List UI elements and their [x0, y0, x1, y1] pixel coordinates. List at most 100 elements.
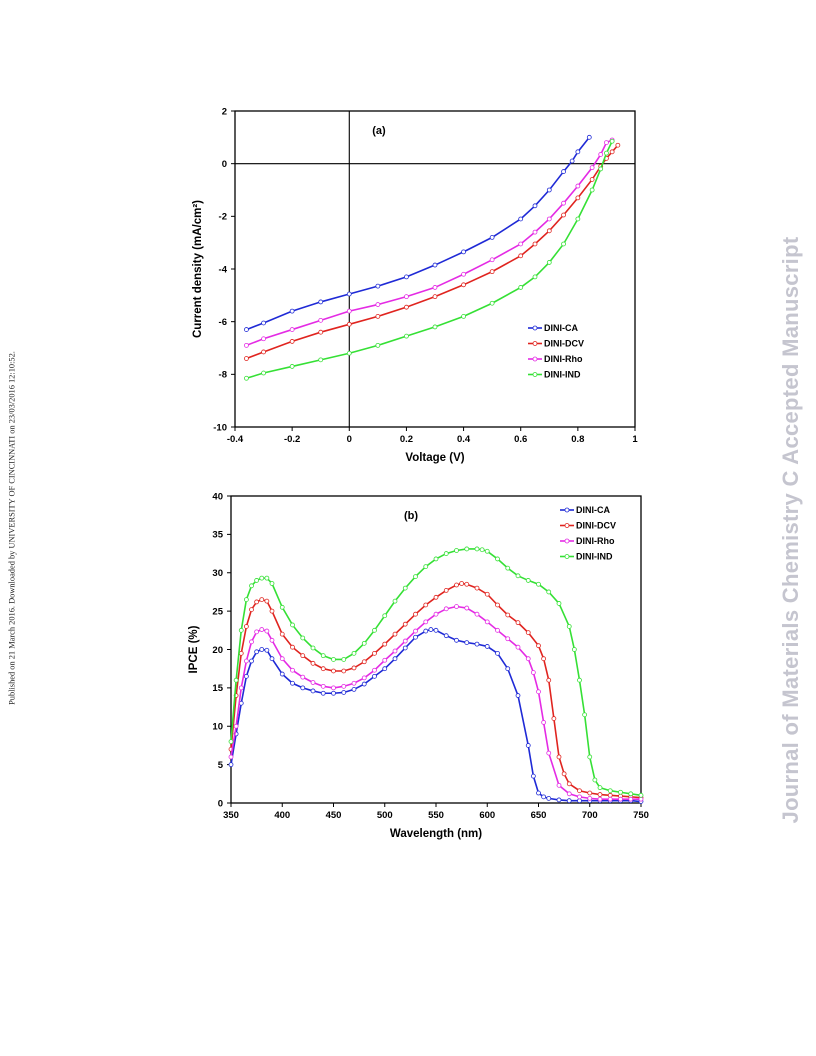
data-point-dini-ca	[515, 693, 521, 698]
data-point-dini-ca	[290, 680, 295, 686]
data-point-dini-ind	[254, 578, 260, 583]
data-point-dini-ind	[346, 350, 352, 356]
data-point-dini-ind	[479, 547, 485, 553]
data-point-dini-ca	[586, 134, 592, 140]
data-point-dini-dcv	[320, 666, 326, 672]
data-point-dini-ind	[474, 546, 480, 552]
data-point-dini-dcv	[361, 659, 367, 665]
data-point-dini-rho	[341, 683, 347, 689]
data-point-dini-dcv	[310, 660, 316, 666]
data-point-dini-rho	[597, 796, 603, 802]
data-point-dini-ind	[515, 573, 521, 579]
legend-swatch-marker	[564, 554, 570, 559]
data-point-dini-ca	[575, 149, 581, 155]
data-point-dini-ca	[392, 656, 398, 662]
data-point-dini-dcv	[546, 677, 552, 683]
data-point-dini-ind	[618, 789, 623, 795]
data-point-dini-dcv	[249, 607, 254, 612]
y-tick-label: -10	[213, 422, 227, 433]
y-tick-label: 40	[212, 491, 223, 502]
data-point-dini-dcv	[261, 349, 266, 355]
data-point-dini-dcv	[459, 581, 465, 586]
data-point-dini-ind	[279, 604, 285, 610]
data-point-dini-rho	[382, 657, 388, 663]
x-tick-label: -0.4	[227, 434, 244, 445]
data-point-dini-rho	[525, 656, 531, 662]
data-point-dini-rho	[454, 604, 459, 609]
data-point-dini-ind	[556, 601, 562, 606]
data-point-dini-rho	[577, 794, 582, 800]
data-point-dini-rho	[233, 723, 239, 729]
data-point-dini-ind	[505, 565, 511, 571]
data-point-dini-ind	[243, 597, 249, 603]
data-point-dini-ind	[587, 754, 593, 760]
data-point-dini-dcv	[331, 668, 336, 674]
data-point-dini-rho	[238, 685, 244, 691]
x-tick-label: 0.6	[514, 434, 527, 445]
data-point-dini-rho	[505, 636, 511, 642]
data-point-dini-dcv	[505, 612, 511, 618]
data-point-dini-ca	[341, 690, 347, 695]
x-tick-label: -0.2	[284, 434, 300, 445]
data-point-dini-dcv	[300, 653, 306, 659]
data-point-dini-dcv	[259, 597, 265, 603]
data-point-dini-ca	[372, 673, 377, 679]
data-point-dini-rho	[318, 317, 324, 323]
data-point-dini-rho	[515, 644, 521, 650]
data-point-dini-ind	[609, 138, 615, 144]
data-point-dini-ind	[320, 653, 326, 659]
data-point-dini-rho	[566, 791, 572, 797]
data-point-dini-dcv	[289, 339, 295, 344]
data-point-dini-ca	[556, 797, 562, 803]
data-point-dini-rho	[464, 605, 470, 611]
data-point-dini-dcv	[561, 212, 566, 218]
data-point-dini-ind	[238, 627, 244, 633]
data-point-dini-rho	[331, 685, 336, 691]
data-point-dini-dcv	[532, 241, 538, 247]
data-point-dini-ind	[443, 551, 449, 556]
y-tick-label: 0	[222, 159, 227, 170]
data-point-dini-ca	[432, 262, 438, 268]
legend-swatch-marker	[532, 325, 538, 331]
data-point-dini-rho	[598, 152, 604, 157]
data-point-dini-ind	[249, 583, 254, 589]
legend-swatch-marker	[532, 356, 538, 362]
data-point-dini-dcv	[375, 313, 381, 319]
data-point-dini-ca	[536, 790, 541, 796]
data-point-dini-dcv	[243, 624, 249, 629]
data-point-dini-ca	[259, 647, 265, 652]
data-point-dini-rho	[300, 674, 306, 680]
data-point-dini-ca	[289, 308, 295, 314]
data-point-dini-ind	[566, 624, 572, 629]
data-point-dini-rho	[413, 628, 418, 634]
data-point-dini-ind	[597, 785, 603, 791]
data-point-dini-ca	[261, 320, 266, 326]
data-point-dini-ind	[571, 647, 577, 652]
data-point-dini-rho	[536, 689, 541, 695]
y-tick-label: -8	[219, 370, 227, 381]
data-point-dini-rho	[432, 285, 438, 290]
data-point-dini-rho	[259, 627, 265, 632]
data-point-dini-rho	[575, 183, 581, 189]
data-point-dini-rho	[532, 229, 538, 235]
x-tick-label: 0.2	[400, 434, 413, 445]
data-point-dini-ind	[432, 324, 438, 330]
data-point-dini-ind	[495, 556, 500, 562]
data-point-dini-dcv	[525, 630, 531, 636]
y-axis-label: IPCE (%)	[188, 625, 200, 673]
legend-swatch-marker	[564, 538, 570, 544]
legend-label: DINI-Rho	[544, 354, 583, 364]
data-point-dini-ca	[269, 656, 275, 662]
y-tick-label: 35	[212, 530, 223, 541]
data-point-dini-ca	[433, 627, 439, 633]
series-dini-ind	[228, 546, 644, 798]
legend-label: DINI-Rho	[576, 536, 615, 546]
legend-entry: DINI-Rho	[528, 354, 583, 364]
data-point-dini-ca	[279, 671, 285, 677]
data-point-dini-dcv	[561, 771, 567, 777]
data-point-dini-rho	[546, 750, 552, 756]
x-tick-label: 350	[223, 810, 239, 821]
data-point-dini-rho	[530, 670, 536, 675]
data-point-dini-ca	[443, 633, 449, 639]
data-point-dini-dcv	[351, 665, 357, 671]
